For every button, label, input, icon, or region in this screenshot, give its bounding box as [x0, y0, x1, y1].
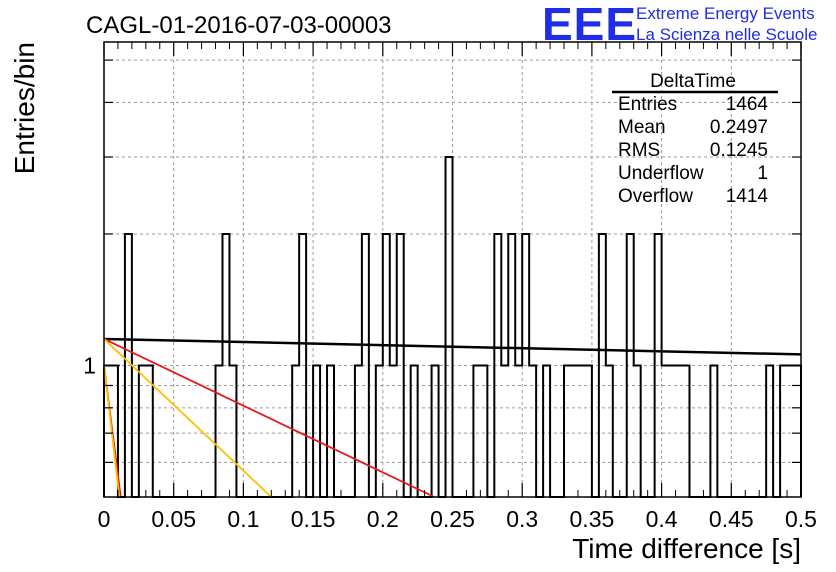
- fit-line: [103, 365, 121, 498]
- fit-lines: [103, 337, 802, 498]
- stats-label: Mean: [618, 117, 666, 138]
- y-axis-title: Entries/bin: [9, 42, 40, 174]
- histogram-bars: [103, 156, 802, 498]
- stats-rows: Entries 1464 Mean 0.2497 RMS 0.1245 Underflow 1…: [618, 94, 768, 207]
- stats-label: RMS: [618, 140, 660, 161]
- axis-ticks: [103, 42, 802, 497]
- stats-title: DeltaTime: [650, 71, 736, 92]
- chart-title: CAGL-01-2016-07-03-00003: [86, 12, 392, 39]
- logo-line2: La Scienza nelle Scuole: [636, 25, 817, 44]
- x-tick-label: 0.05: [151, 506, 196, 532]
- stats-label: Entries: [618, 94, 677, 115]
- stats-value: 0.2497: [710, 117, 768, 138]
- stats-value: 1: [757, 163, 768, 184]
- x-tick-label: 0.15: [291, 506, 336, 532]
- x-tick-label: 0: [98, 506, 111, 532]
- x-axis-title: Time difference [s]: [572, 533, 801, 564]
- logo-letters: EEE: [542, 0, 637, 50]
- fit-line: [103, 338, 272, 498]
- x-tick-label: 0.25: [430, 506, 475, 532]
- histogram-outline: [103, 156, 802, 498]
- stats-label: Underflow: [618, 163, 704, 184]
- x-tick-label: 0.2: [367, 506, 399, 532]
- fit-line: [103, 338, 435, 498]
- y-tick-labels: 1: [83, 352, 96, 378]
- stats-label: Overflow: [618, 186, 693, 207]
- x-tick-label: 0.5: [785, 506, 817, 532]
- stats-box: DeltaTime Entries 1464 Mean 0.2497 RMS 0.1245…: [612, 71, 778, 207]
- stats-value: 1464: [726, 94, 769, 115]
- x-tick-label: 0.35: [570, 506, 615, 532]
- fit-line: [103, 337, 802, 356]
- stats-value: 0.1245: [710, 140, 768, 161]
- x-tick-label: 0.45: [709, 506, 754, 532]
- x-tick-labels: 0 0.05 0.1 0.15 0.2 0.25 0.3 0.35 0.4 0.45 0.5: [98, 506, 817, 532]
- x-tick-label: 0.4: [646, 506, 678, 532]
- x-tick-label: 0.3: [506, 506, 538, 532]
- eee-logo: EEE Extreme Energy Events La Scienza nel…: [542, 0, 817, 50]
- stats-value: 1414: [726, 186, 769, 207]
- y-tick-label: 1: [83, 352, 96, 378]
- logo-line1: Extreme Energy Events: [636, 4, 815, 23]
- x-tick-label: 0.1: [227, 506, 259, 532]
